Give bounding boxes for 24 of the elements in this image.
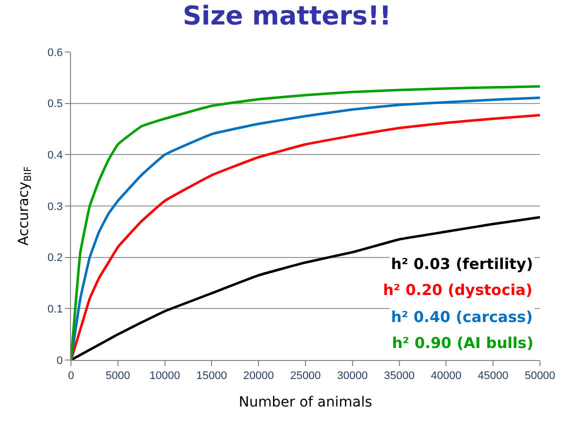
x-axis-title: Number of animals bbox=[238, 394, 372, 410]
x-tick-label: 0 bbox=[68, 370, 74, 382]
x-tick-label: 40000 bbox=[430, 370, 462, 382]
text: h² 0.90 (AI bulls) bbox=[392, 334, 534, 352]
text: h² 0.40 (carcass) bbox=[391, 308, 533, 326]
x-tick-label: 50000 bbox=[524, 370, 556, 382]
y-tick-label: 0.1 bbox=[48, 304, 63, 316]
x-tick-label: 35000 bbox=[384, 370, 415, 382]
y-tick-label: 0.4 bbox=[48, 150, 63, 162]
y-tick-label: 0.2 bbox=[48, 252, 63, 264]
x-tick-label: 45000 bbox=[478, 370, 508, 382]
y-tick-label: 0 bbox=[56, 354, 63, 367]
x-tick-label: 30000 bbox=[337, 370, 368, 382]
y-tick-label: 0.3 bbox=[48, 200, 63, 213]
x-tick-label: 25000 bbox=[290, 370, 321, 382]
chart-title: Size matters!! bbox=[182, 2, 392, 32]
x-tick-label: 20000 bbox=[243, 370, 274, 382]
y-tick-label: 0.5 bbox=[48, 98, 63, 110]
x-tick-label: 10000 bbox=[150, 370, 180, 382]
series-label: h² 0.03 (fertility) bbox=[391, 255, 534, 273]
y-tick-label: 0.6 bbox=[48, 46, 63, 59]
x-tick-label: 5000 bbox=[106, 370, 130, 382]
text: h² 0.20 (dystocia) bbox=[383, 281, 532, 299]
x-tick-label: 15000 bbox=[196, 370, 227, 382]
